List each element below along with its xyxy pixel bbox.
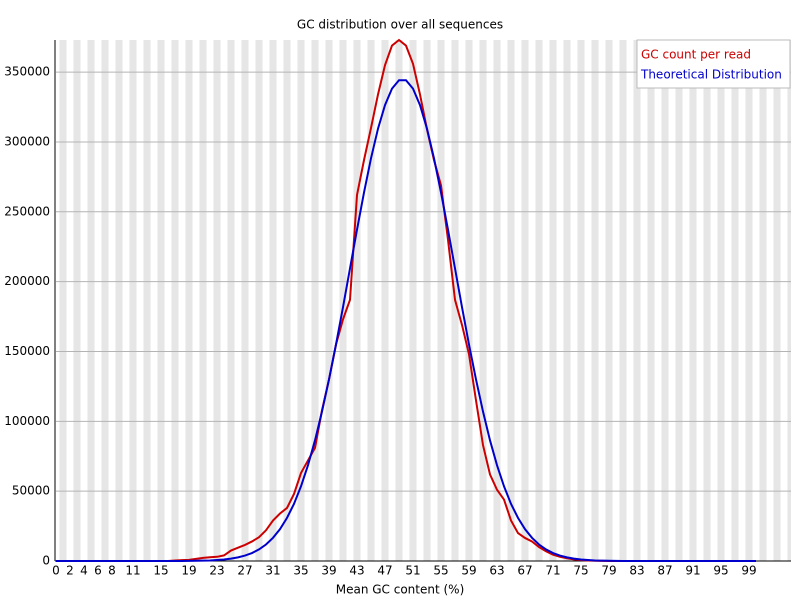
background-band bbox=[269, 40, 277, 561]
chart-title: GC distribution over all sequences bbox=[297, 18, 503, 32]
background-band bbox=[773, 40, 781, 561]
x-tick-label: 15 bbox=[153, 564, 168, 578]
background-band bbox=[241, 40, 249, 561]
x-tick-label: 31 bbox=[265, 564, 280, 578]
background-band bbox=[619, 40, 627, 561]
background-band bbox=[395, 40, 403, 561]
background-band bbox=[423, 40, 431, 561]
legend-label: Theoretical Distribution bbox=[640, 68, 782, 82]
x-tick-label: 2 bbox=[66, 564, 74, 578]
background-band bbox=[647, 40, 655, 561]
x-tick-label: 39 bbox=[321, 564, 336, 578]
x-tick-label: 67 bbox=[517, 564, 532, 578]
y-tick-label: 50000 bbox=[12, 484, 50, 498]
y-tick-label: 0 bbox=[42, 554, 50, 568]
background-band bbox=[339, 40, 347, 561]
background-band bbox=[171, 40, 179, 561]
x-tick-label: 59 bbox=[461, 564, 476, 578]
background-band bbox=[563, 40, 571, 561]
background-band bbox=[759, 40, 767, 561]
background-band bbox=[745, 40, 753, 561]
x-tick-label: 11 bbox=[125, 564, 140, 578]
x-tick-label: 6 bbox=[94, 564, 102, 578]
background-band bbox=[577, 40, 585, 561]
x-tick-label: 91 bbox=[685, 564, 700, 578]
legend-box bbox=[636, 39, 791, 89]
background-band bbox=[549, 40, 557, 561]
background-band bbox=[605, 40, 613, 561]
x-tick-label: 47 bbox=[377, 564, 392, 578]
background-band bbox=[661, 40, 669, 561]
background-band bbox=[493, 40, 501, 561]
legend-label: GC count per read bbox=[641, 48, 751, 62]
x-axis-label: Mean GC content (%) bbox=[336, 583, 465, 597]
y-tick-label: 350000 bbox=[4, 65, 50, 79]
x-tick-label: 4 bbox=[80, 564, 88, 578]
background-band bbox=[143, 40, 151, 561]
background-band bbox=[157, 40, 165, 561]
x-tick-label: 87 bbox=[657, 564, 672, 578]
background-band bbox=[717, 40, 725, 561]
background-band bbox=[535, 40, 543, 561]
y-tick-label: 200000 bbox=[4, 274, 50, 288]
x-tick-label: 19 bbox=[181, 564, 196, 578]
x-tick-label: 55 bbox=[433, 564, 448, 578]
background-band bbox=[311, 40, 319, 561]
background-band bbox=[283, 40, 291, 561]
background-band bbox=[437, 40, 445, 561]
background-band bbox=[255, 40, 263, 561]
background-band bbox=[479, 40, 487, 561]
x-tick-label: 99 bbox=[741, 564, 756, 578]
y-tick-label: 100000 bbox=[4, 414, 50, 428]
x-tick-label: 43 bbox=[349, 564, 364, 578]
x-tick-label: 83 bbox=[629, 564, 644, 578]
background-band bbox=[633, 40, 641, 561]
background-band bbox=[465, 40, 473, 561]
background-band bbox=[213, 40, 221, 561]
background-band bbox=[129, 40, 137, 561]
background-band bbox=[199, 40, 207, 561]
background-band bbox=[59, 40, 67, 561]
background-band bbox=[101, 40, 109, 561]
background-band bbox=[409, 40, 417, 561]
background-band bbox=[591, 40, 599, 561]
background-band bbox=[325, 40, 333, 561]
background-band bbox=[381, 40, 389, 561]
x-tick-label: 35 bbox=[293, 564, 308, 578]
background-band bbox=[185, 40, 193, 561]
background-band bbox=[297, 40, 305, 561]
background-band bbox=[507, 40, 515, 561]
x-tick-label: 75 bbox=[573, 564, 588, 578]
background-band bbox=[675, 40, 683, 561]
background-band bbox=[227, 40, 235, 561]
background-band bbox=[731, 40, 739, 561]
background-band bbox=[73, 40, 81, 561]
x-tick-label: 95 bbox=[713, 564, 728, 578]
background-band bbox=[703, 40, 711, 561]
x-tick-label: 8 bbox=[108, 564, 116, 578]
x-tick-label: 51 bbox=[405, 564, 420, 578]
background-band bbox=[787, 40, 791, 561]
x-tick-label: 79 bbox=[601, 564, 616, 578]
background-band bbox=[521, 40, 529, 561]
series-line bbox=[56, 79, 756, 562]
background-band bbox=[87, 40, 95, 561]
background-band bbox=[353, 40, 361, 561]
background-band bbox=[367, 40, 375, 561]
x-tick-label: 63 bbox=[489, 564, 504, 578]
y-tick-label: 150000 bbox=[4, 344, 50, 358]
x-tick-label: 27 bbox=[237, 564, 252, 578]
x-tick-label: 0 bbox=[52, 564, 60, 578]
x-tick-label: 23 bbox=[209, 564, 224, 578]
background-band bbox=[115, 40, 123, 561]
x-tick-label: 71 bbox=[545, 564, 560, 578]
y-tick-label: 300000 bbox=[4, 134, 50, 148]
legend: GC count per read Theoretical Distributio… bbox=[636, 39, 791, 89]
background-band bbox=[689, 40, 697, 561]
y-tick-label: 250000 bbox=[4, 204, 50, 218]
